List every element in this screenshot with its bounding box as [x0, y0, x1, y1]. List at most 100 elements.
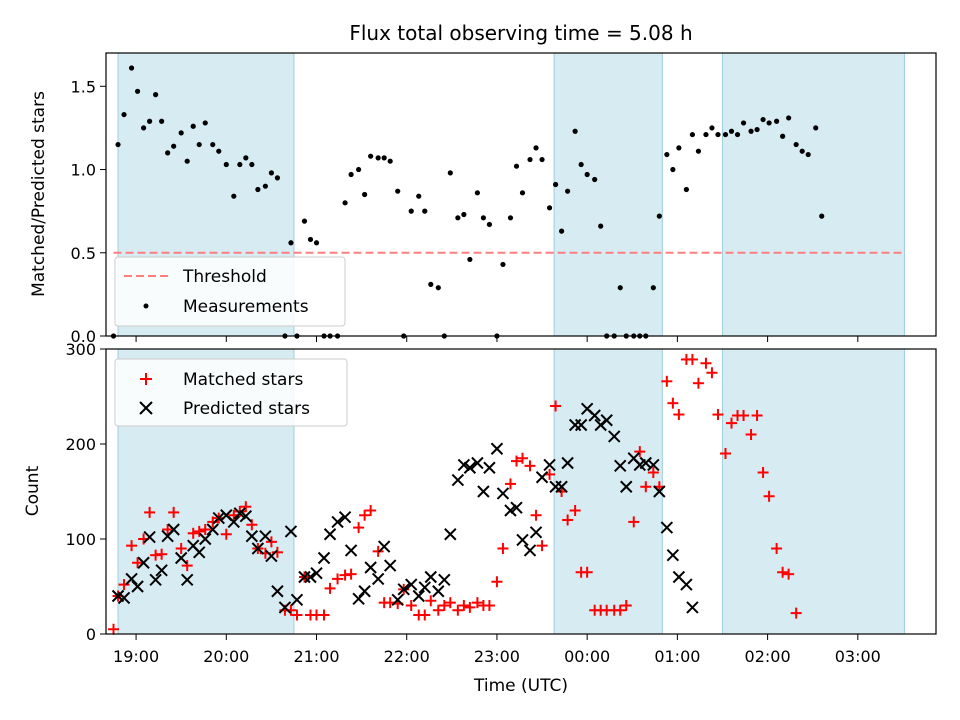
- predicted-star-point: [391, 593, 404, 607]
- measurement-point: [650, 285, 656, 291]
- measurement-point: [178, 130, 184, 136]
- predicted-mark-b: [131, 580, 144, 593]
- y-tick-label: 1.5: [71, 77, 96, 96]
- matched-star-point: [265, 536, 277, 548]
- measurement-point: [513, 163, 520, 169]
- matched-star-point: [168, 506, 180, 518]
- measurement-point: [416, 193, 422, 199]
- bottom-x-ticks: 19:00 20:00 21:00 22:00 23:00 00:00 01:00 02:00…: [113, 634, 881, 666]
- matched-star-point: [706, 367, 718, 379]
- matched-star-point: [118, 579, 130, 591]
- predicted-mark-b: [245, 529, 259, 543]
- x-tick-label: 23:00: [474, 647, 520, 666]
- y-tick-label: 300: [65, 340, 96, 359]
- measurement-point: [715, 131, 721, 138]
- measurement-point: [147, 118, 153, 124]
- predicted-star-point: [278, 601, 292, 614]
- measurement-point: [190, 123, 196, 129]
- matched-star-point: [332, 573, 344, 585]
- measurement-point: [578, 161, 584, 168]
- matched-star-point: [405, 600, 417, 611]
- predicted-star-point: [271, 585, 284, 598]
- matched-star-point: [628, 516, 640, 528]
- measurement-point: [262, 183, 268, 189]
- predicted-mark-b: [284, 525, 298, 538]
- measurement-point: [552, 181, 559, 188]
- measurement-point: [140, 125, 147, 131]
- predicted-mark-b: [686, 601, 699, 614]
- measurement-point: [527, 156, 533, 163]
- predicted-star-point: [131, 580, 144, 593]
- predicted-star-point: [432, 585, 445, 598]
- y-tick-label: 0: [86, 625, 96, 644]
- predicted-star-point: [371, 572, 385, 586]
- matched-star-point: [365, 505, 377, 516]
- predicted-star-point: [284, 525, 298, 538]
- measurement-point: [428, 281, 434, 287]
- predicted-star-point: [412, 589, 425, 603]
- measurement-point: [617, 285, 623, 291]
- measurement-point: [153, 92, 159, 98]
- predicted-star-point: [451, 473, 465, 487]
- measurement-point: [231, 193, 237, 199]
- predicted-star-point: [490, 442, 504, 455]
- measurement-point: [165, 150, 171, 156]
- predicted-mark-b: [377, 540, 391, 553]
- matched-star-point: [144, 506, 156, 518]
- predicted-mark-b: [199, 532, 212, 546]
- predicted-mark-b: [143, 530, 156, 544]
- predicted-star-point: [614, 459, 627, 473]
- matched-star-point: [181, 560, 193, 572]
- measurement-point: [159, 118, 165, 124]
- measurement-point: [348, 171, 354, 178]
- predicted-mark-b: [543, 458, 556, 472]
- matched-star-point: [425, 595, 437, 607]
- y-tick-label: 0.5: [71, 244, 96, 263]
- predicted-mark-b: [233, 507, 247, 520]
- y-tick-label: 1.0: [71, 161, 96, 180]
- measurement-point: [780, 133, 786, 139]
- measurement-point: [480, 215, 487, 221]
- predicted-mark-b: [167, 523, 180, 536]
- top-legend-box: [114, 256, 346, 327]
- measurement-point: [799, 148, 805, 154]
- predicted-mark-b: [331, 515, 344, 529]
- measurement-point: [546, 205, 553, 211]
- measurement-point: [748, 128, 754, 134]
- measurement-point: [722, 131, 729, 138]
- predicted-mark-b: [516, 533, 529, 547]
- matched-star-point: [491, 576, 503, 588]
- predicted-mark-b: [418, 581, 431, 594]
- measurement-point: [766, 120, 772, 126]
- predicted-star-point: [457, 458, 471, 472]
- predicted-mark-b: [371, 572, 385, 586]
- predicted-mark-b: [405, 578, 418, 591]
- matched-star-point: [647, 467, 659, 478]
- predicted-star-point: [265, 549, 278, 563]
- matched-star-point: [620, 600, 632, 611]
- shaded-interval: [721, 52, 905, 337]
- predicted-star-point: [352, 592, 365, 606]
- predicted-mark-b: [555, 480, 568, 493]
- matched-star-point: [581, 566, 593, 578]
- matched-star-point: [108, 623, 120, 635]
- matched-star-point: [686, 353, 698, 365]
- matched-star-point: [569, 505, 581, 516]
- matched-star-point: [712, 409, 724, 421]
- matched-star-point: [726, 417, 738, 429]
- measurement-point: [539, 156, 545, 163]
- predicted-star-point: [588, 409, 601, 422]
- measurement-point: [301, 218, 308, 224]
- predicted-mark-b: [451, 473, 465, 487]
- measurement-point: [786, 115, 792, 121]
- measurement-point: [754, 126, 760, 133]
- predicted-star-point: [510, 501, 523, 514]
- measurement-point: [805, 151, 811, 158]
- predicted-star-point: [405, 578, 418, 591]
- predicted-star-point: [117, 591, 131, 605]
- measurement-point: [734, 131, 741, 138]
- predicted-star-point: [199, 532, 212, 546]
- shaded-interval: [721, 348, 905, 635]
- predicted-star-point: [251, 542, 265, 555]
